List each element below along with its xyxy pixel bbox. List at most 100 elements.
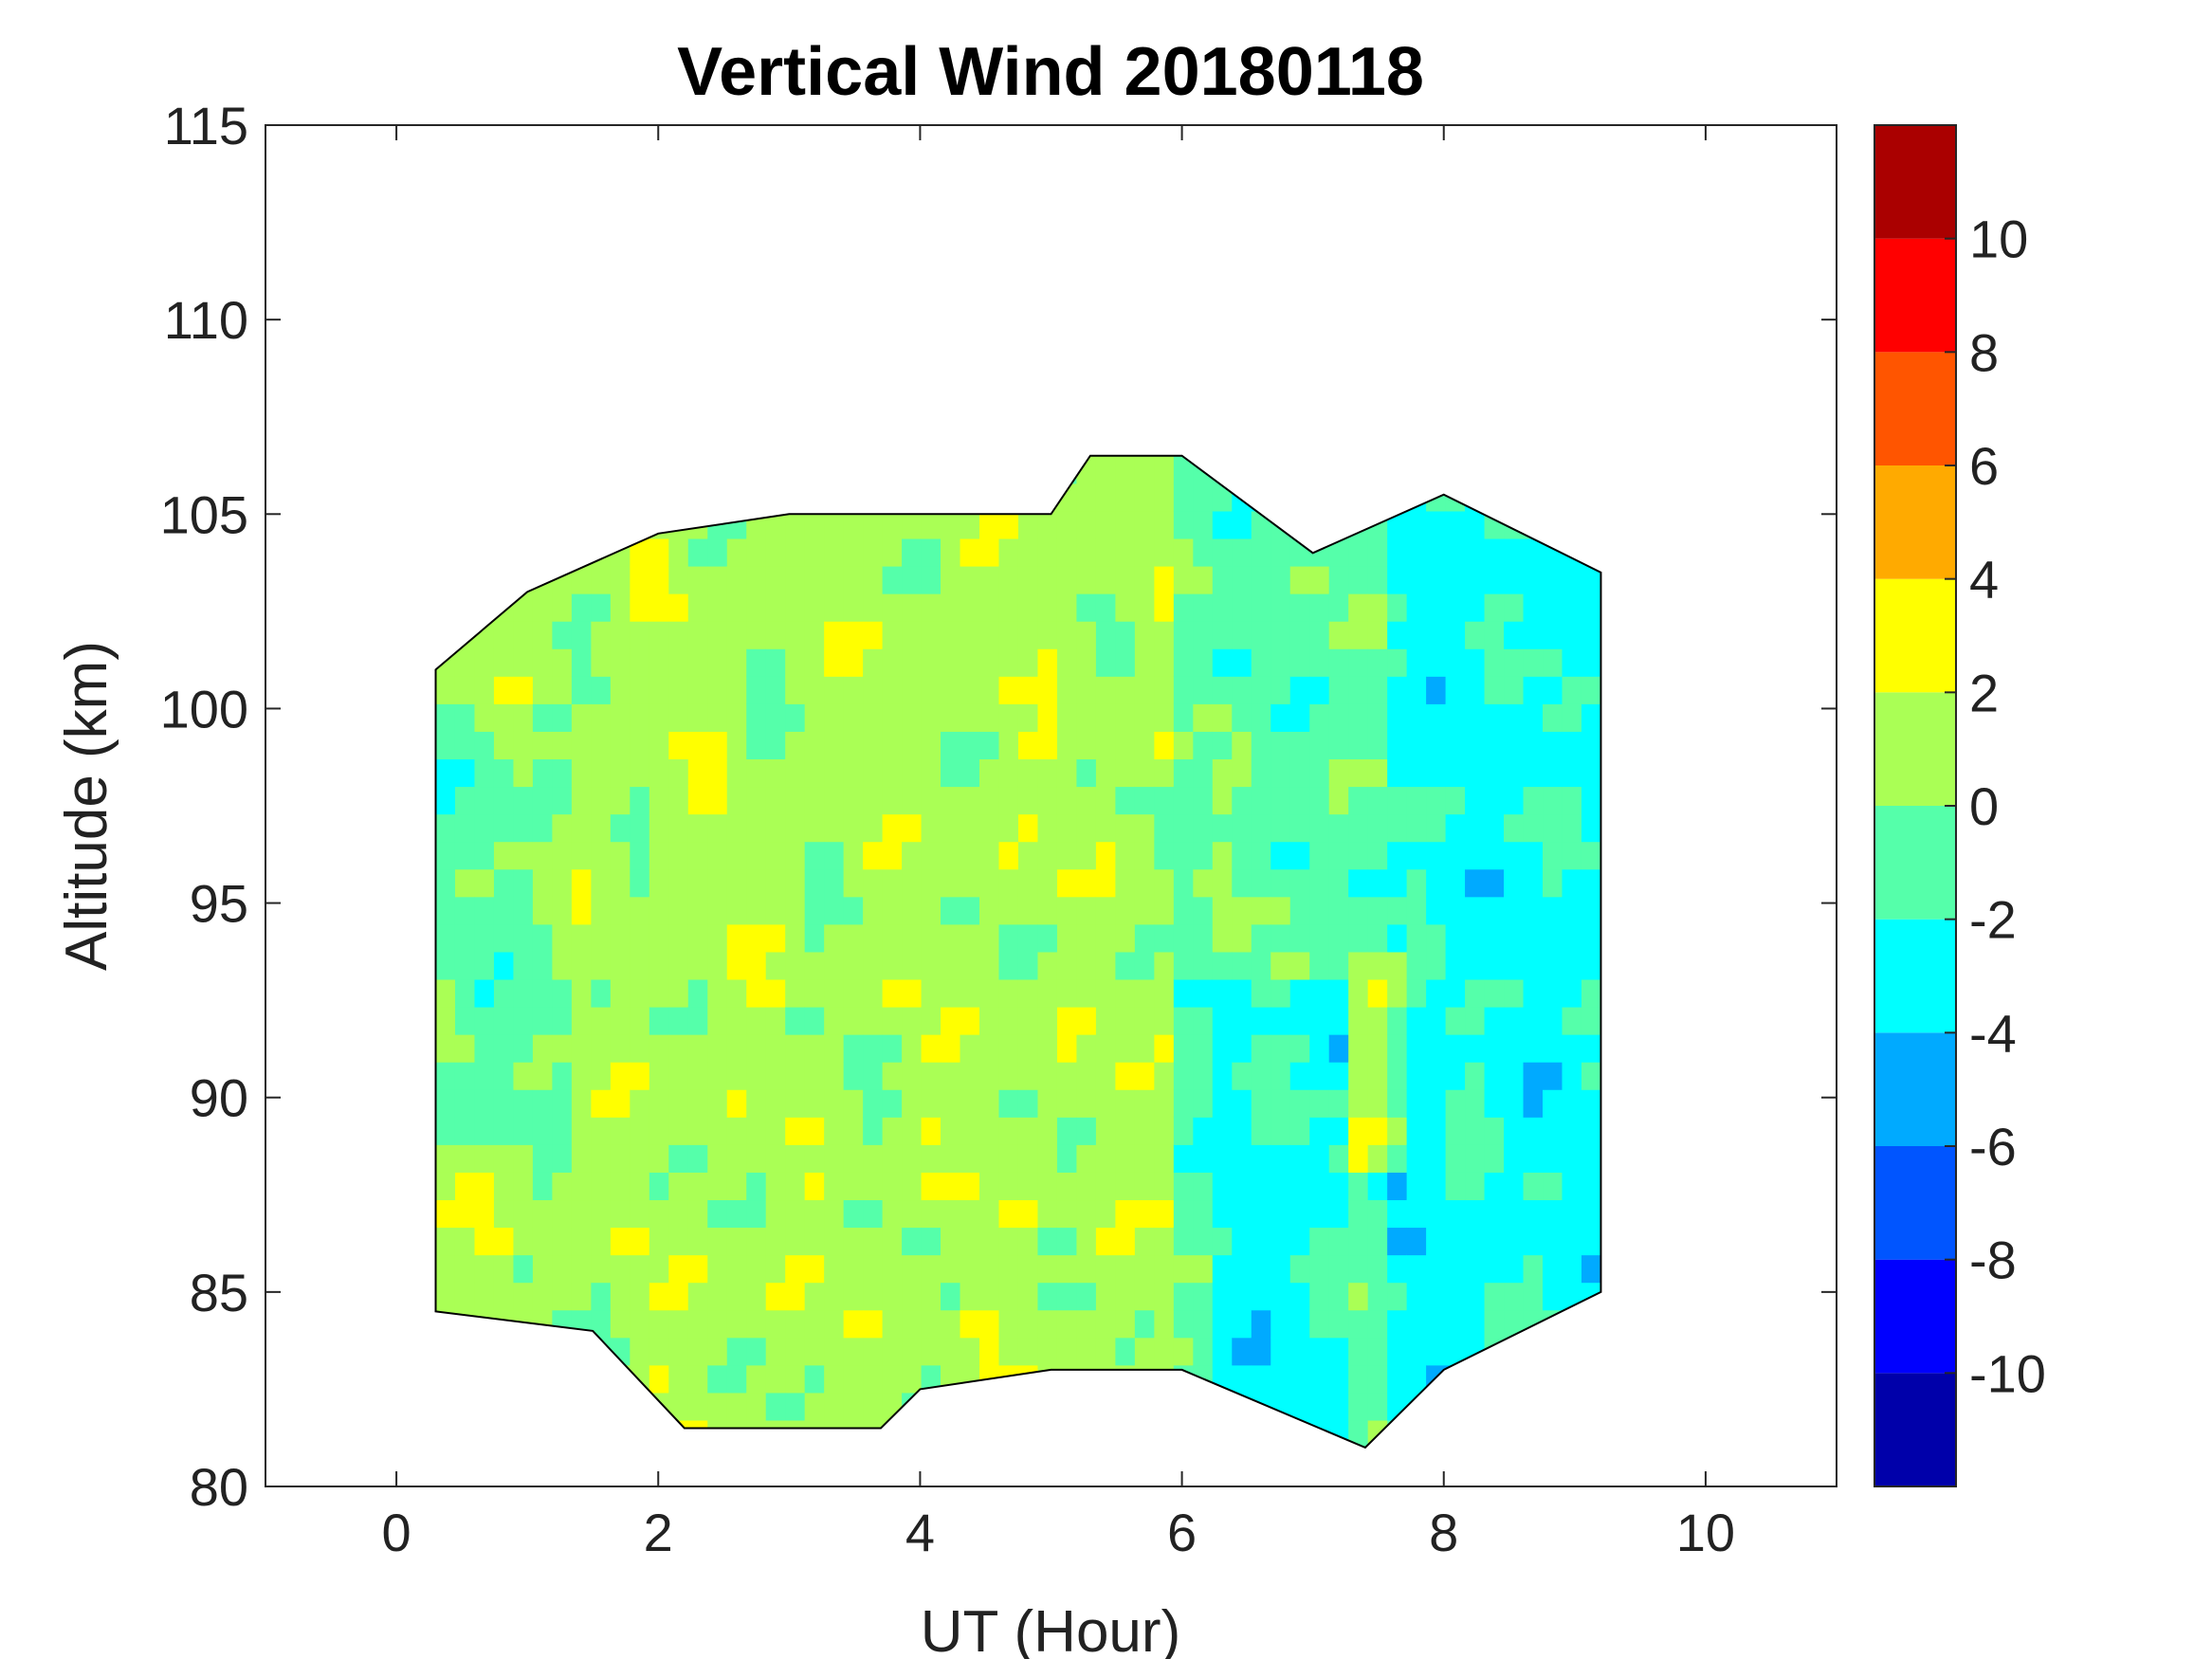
x-tick-label: 6 [1167,1503,1197,1562]
field-cell [1289,868,1310,898]
field-cell [1232,868,1252,898]
field-cell [1328,1172,1349,1201]
field-cell [1271,676,1291,704]
field-cell [1037,923,1058,953]
field-cell [1289,896,1310,925]
field-cell [843,1337,864,1366]
field-cell [1328,1144,1349,1173]
field-cell [1348,758,1369,788]
field-cell [843,510,864,539]
field-cell [1134,978,1155,1008]
field-cell [921,923,941,953]
field-cell [532,758,554,788]
field-cell [1095,1089,1116,1118]
field-cell [1251,1117,1271,1145]
field-cell [746,538,767,567]
field-cell [707,896,728,925]
field-cell [435,896,456,925]
field-cell [863,1117,884,1145]
field-cell [1523,648,1544,677]
field-cell [1076,813,1097,843]
field-cell [1134,1172,1155,1201]
field-cell [668,621,689,649]
field-cell [493,1227,515,1256]
field-cell [1445,676,1466,704]
field-cell [1076,841,1097,870]
field-cell [746,841,767,870]
field-cell [1426,1144,1447,1173]
field-cell [1056,1227,1078,1256]
field-cell [591,896,612,925]
field-cell [610,841,631,870]
field-cell [1523,868,1544,898]
field-cell [921,786,941,815]
field-cell [668,978,689,1008]
field-cell [571,786,592,815]
field-cell [1212,703,1233,732]
field-cell [785,1392,806,1421]
field-cell [630,703,650,732]
field-cell [998,1006,1019,1035]
field-cell [746,1172,767,1201]
field-cell [1504,1034,1525,1063]
field-cell [863,923,884,953]
field-cell [921,896,941,925]
field-cell [1523,1254,1544,1284]
field-cell [1095,1199,1116,1229]
field-cell [649,841,669,870]
field-cell [532,1172,554,1201]
field-cell [513,841,534,870]
field-cell [1426,648,1447,677]
field-cell [454,1006,476,1035]
field-cell [1212,731,1233,760]
field-cell [1056,896,1078,925]
field-cell [591,1254,612,1284]
field-cell [649,813,669,843]
field-cell [1076,676,1097,704]
y-tick-label: 105 [160,484,248,544]
field-cell [1271,565,1291,594]
field-cell [882,648,903,677]
field-cell [454,1144,476,1173]
field-cell [1543,923,1563,953]
field-cell [1465,510,1486,539]
field-cell [902,565,923,594]
field-cell [941,1199,961,1229]
field-cell [1037,1199,1058,1229]
field-cell [591,978,612,1008]
field-cell [1484,951,1505,980]
field-cell [1037,593,1058,622]
field-cell [454,1282,476,1311]
field-cell [1212,510,1233,539]
field-cell [493,1062,515,1090]
field-cell [649,1117,669,1145]
field-cell [454,1062,476,1090]
field-cell [649,565,669,594]
field-cell [1271,731,1291,760]
field-cell [1056,1282,1078,1311]
field-cell [1426,1254,1447,1284]
field-cell [649,1172,669,1201]
field-cell [746,676,767,704]
field-cell [1271,1227,1291,1256]
field-cell [474,731,495,760]
field-cell [765,1364,786,1394]
field-cell [1328,1006,1349,1035]
field-cell [610,896,631,925]
field-cell [707,923,728,953]
field-cell [1328,1309,1349,1339]
field-cell [513,1199,534,1229]
field-cell [998,510,1019,539]
field-cell [863,758,884,788]
field-cell [882,510,903,539]
field-cell [1037,1282,1058,1311]
field-cell [1523,1117,1544,1145]
field-cell [941,731,961,760]
field-cell [1581,731,1601,760]
y-tick-label: 85 [190,1263,248,1322]
field-cell [1037,813,1058,843]
field-cell [1406,1199,1427,1229]
field-cell [863,1144,884,1173]
field-cell [435,1172,456,1201]
colorbar-segment [1874,1259,1956,1374]
